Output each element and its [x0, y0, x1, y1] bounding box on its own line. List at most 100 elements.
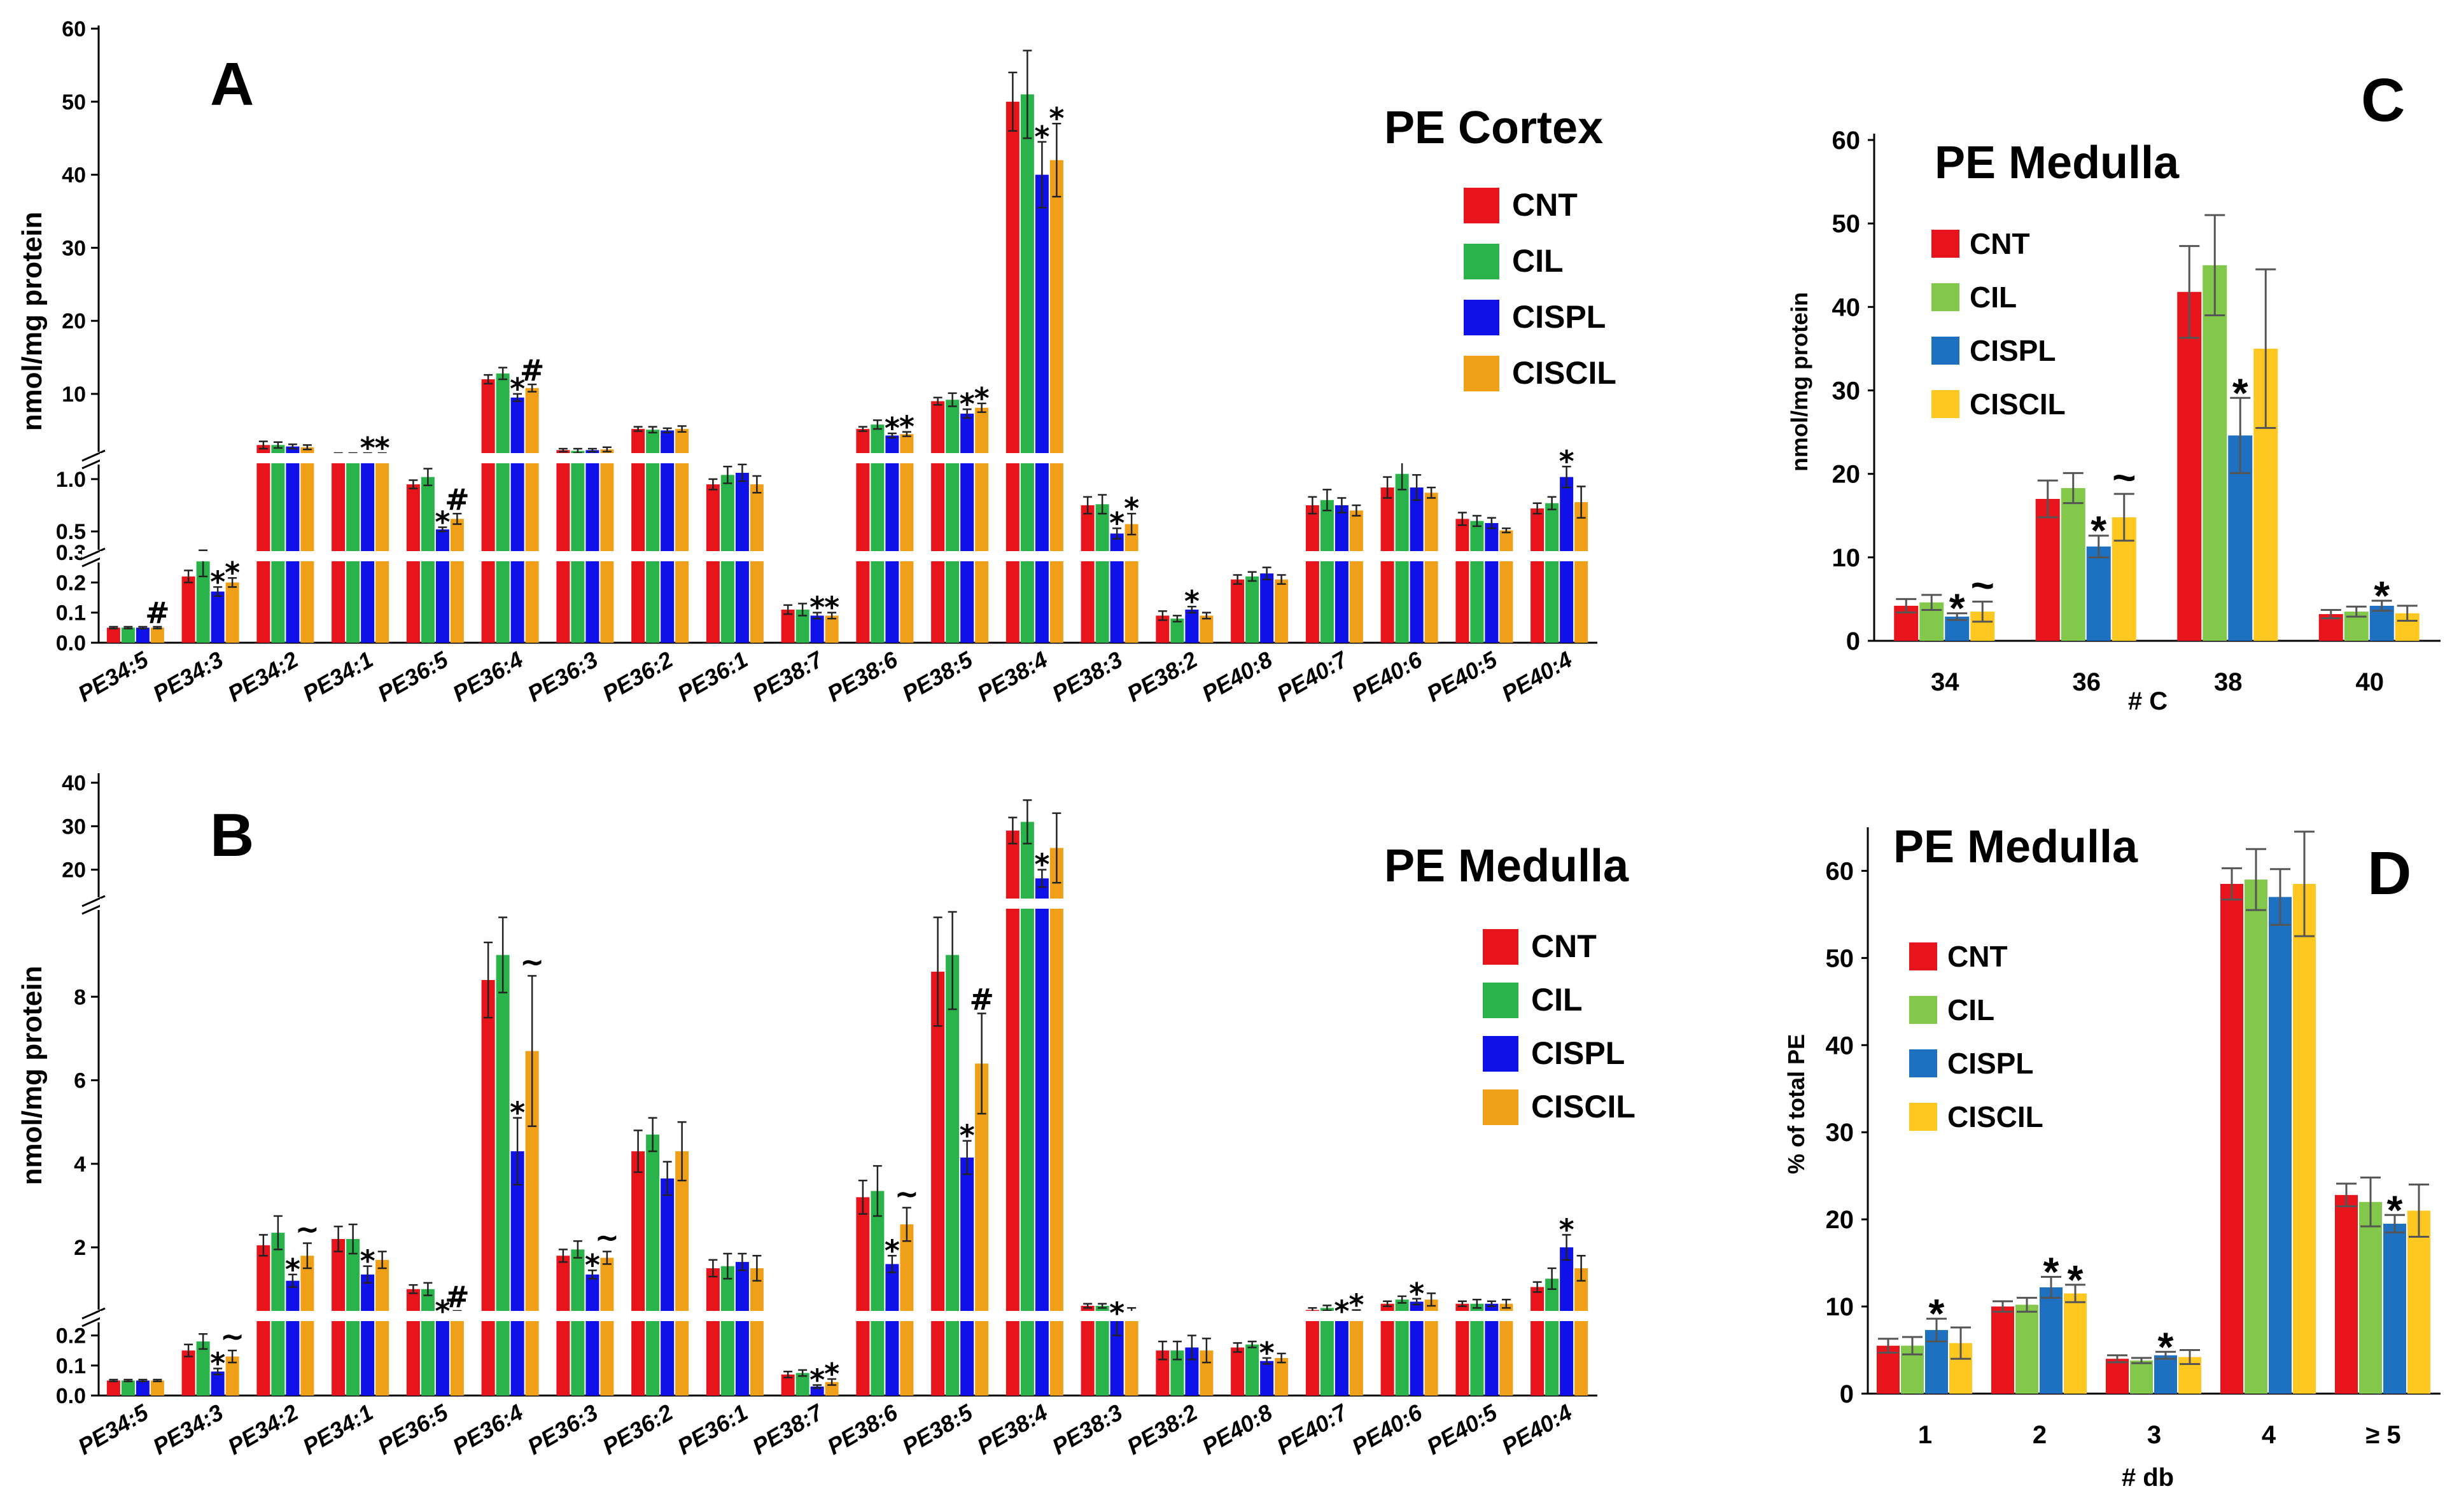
legend-swatch-ciscil	[1483, 1089, 1518, 1125]
bar-pe34-3-cnt	[181, 1350, 195, 1396]
legend-label-cnt: CNT	[1947, 940, 2008, 973]
significance-mark: #	[969, 983, 994, 1017]
plot-break-band	[100, 453, 1599, 463]
bar-pe36-1-cispl	[735, 1262, 749, 1396]
legend-label-cispl: CISPL	[1970, 334, 2056, 367]
significance-mark: *	[510, 1096, 525, 1130]
bar-pe40-4-cnt	[1531, 1287, 1545, 1396]
bar-pe40-8-ciscil	[1275, 579, 1289, 643]
legend-label-ciscil: CISCIL	[1970, 388, 2066, 421]
bar-pe36-1-cnt	[706, 1268, 720, 1396]
bar-pe40-5-cnt	[1455, 519, 1469, 643]
bar-pe38-3-cil	[1095, 1306, 1109, 1396]
significance-mark: #	[520, 353, 545, 388]
y-tick-label: 30	[1826, 1119, 1854, 1147]
legend-swatch-cil	[1909, 996, 1937, 1024]
x-tick-label: PE38:4	[972, 646, 1051, 707]
bar-pe34-2-ciscil	[300, 447, 314, 643]
x-axis-label: # db	[2122, 1464, 2174, 1492]
legend-swatch-ciscil	[1464, 356, 1499, 391]
bar-pe38-4-cnt	[1005, 830, 1019, 1396]
bar-pe40-8-cispl	[1260, 1361, 1274, 1396]
bar-3-cil	[2130, 1360, 2153, 1394]
bar-36-cispl	[2086, 546, 2111, 641]
y-tick-label: 40	[62, 164, 86, 188]
x-tick-label: PE38:4	[972, 1399, 1051, 1460]
bar-pe34-2-ciscil	[300, 1256, 314, 1396]
bar-pe40-8-ciscil	[1275, 1358, 1289, 1396]
significance-mark: *	[885, 411, 900, 445]
bar-pe40-8-cil	[1245, 576, 1259, 643]
panel-b: 0.00.10.22468203040PE34:5PE34:3PE34:2PE3…	[17, 771, 1636, 1460]
bar-3-cnt	[2106, 1359, 2129, 1394]
bar-pe38-6-cil	[871, 424, 885, 643]
legend-label-cil: CIL	[1947, 993, 1994, 1026]
x-tick-label: PE40:5	[1422, 646, 1502, 707]
y-tick-label: 20	[62, 858, 86, 883]
y-tick-label: 60	[62, 17, 86, 41]
y-tick-label: 50	[1826, 944, 1854, 972]
legend-swatch-cnt	[1909, 942, 1937, 970]
bar-pe40-6-cnt	[1380, 1303, 1394, 1396]
bar-36-cil	[2061, 487, 2085, 641]
bar-pe36-5-ciscil	[450, 1312, 464, 1396]
bar-pe40-4-cil	[1545, 503, 1559, 643]
significance-mark: ~	[1971, 562, 1994, 608]
bar-pe36-5-cnt	[406, 484, 420, 643]
significance-mark: *	[824, 1357, 839, 1391]
bar-pe36-3-cispl	[585, 1274, 599, 1396]
y-tick-label: 30	[62, 236, 86, 260]
y-tick-label: 6	[74, 1069, 86, 1093]
legend-swatch-cil	[1464, 244, 1499, 279]
bar-pe34-2-cil	[271, 445, 285, 643]
significance-mark: *	[1929, 1291, 1945, 1336]
bar-pe36-3-cnt	[556, 1256, 570, 1396]
bar-pe38-7-cil	[795, 1373, 809, 1396]
significance-mark: *	[1034, 120, 1049, 154]
bar-pe36-1-ciscil	[750, 484, 764, 643]
x-tick-label: PE34:1	[298, 646, 377, 707]
legend-label-cnt: CNT	[1970, 227, 2030, 260]
y-tick-label: 1.0	[56, 468, 86, 492]
significance-mark: *	[885, 1233, 900, 1268]
plot-break-band	[100, 1311, 1599, 1321]
bar-pe34-2-cnt	[256, 445, 270, 643]
legend-label-ciscil: CISCIL	[1947, 1100, 2043, 1133]
bar-pe34-3-ciscil	[225, 582, 239, 643]
bar-2-cispl	[2040, 1287, 2063, 1394]
x-tick-label: PE38:7	[748, 645, 828, 707]
significance-mark: *	[899, 410, 914, 444]
y-tick-label: 0.1	[56, 1354, 86, 1378]
bar-pe36-3-cispl	[585, 450, 599, 643]
x-tick-label: PE40:6	[1347, 646, 1427, 707]
x-tick-label: 4	[2262, 1421, 2276, 1449]
bar-pe38-3-cnt	[1081, 1306, 1095, 1396]
bar-2-ciscil	[2064, 1293, 2087, 1394]
bar-pe40-4-cnt	[1531, 508, 1545, 643]
significance-mark: *	[1259, 1336, 1275, 1370]
bar-5-cnt	[2335, 1194, 2358, 1394]
legend-swatch-cnt	[1464, 188, 1499, 223]
x-tick-label: PE40:8	[1198, 1399, 1277, 1460]
significance-mark: *	[2068, 1257, 2084, 1303]
y-tick-label: 60	[1826, 857, 1854, 885]
legend-swatch-cnt	[1483, 929, 1518, 965]
bar-2-cil	[2015, 1305, 2038, 1394]
bar-pe40-8-cil	[1245, 1344, 1259, 1396]
y-tick-label: 0.5	[56, 520, 86, 544]
bar-pe40-5-ciscil	[1499, 1303, 1513, 1396]
y-axis-label: nmol/mg protein	[1786, 292, 1812, 472]
bar-pe34-1-cil	[346, 454, 360, 643]
significance-mark: *	[960, 1119, 975, 1153]
bar-pe36-3-cnt	[556, 450, 570, 643]
bar-pe40-6-cispl	[1410, 487, 1424, 643]
x-tick-label: PE40:7	[1272, 645, 1352, 707]
panel-title: PE Medulla	[1384, 841, 1629, 892]
x-tick-label: PE36:2	[598, 646, 677, 707]
bar-pe40-8-cispl	[1260, 573, 1274, 643]
bar-pe40-7-cil	[1320, 1308, 1334, 1396]
bar-3-cispl	[2154, 1355, 2177, 1394]
